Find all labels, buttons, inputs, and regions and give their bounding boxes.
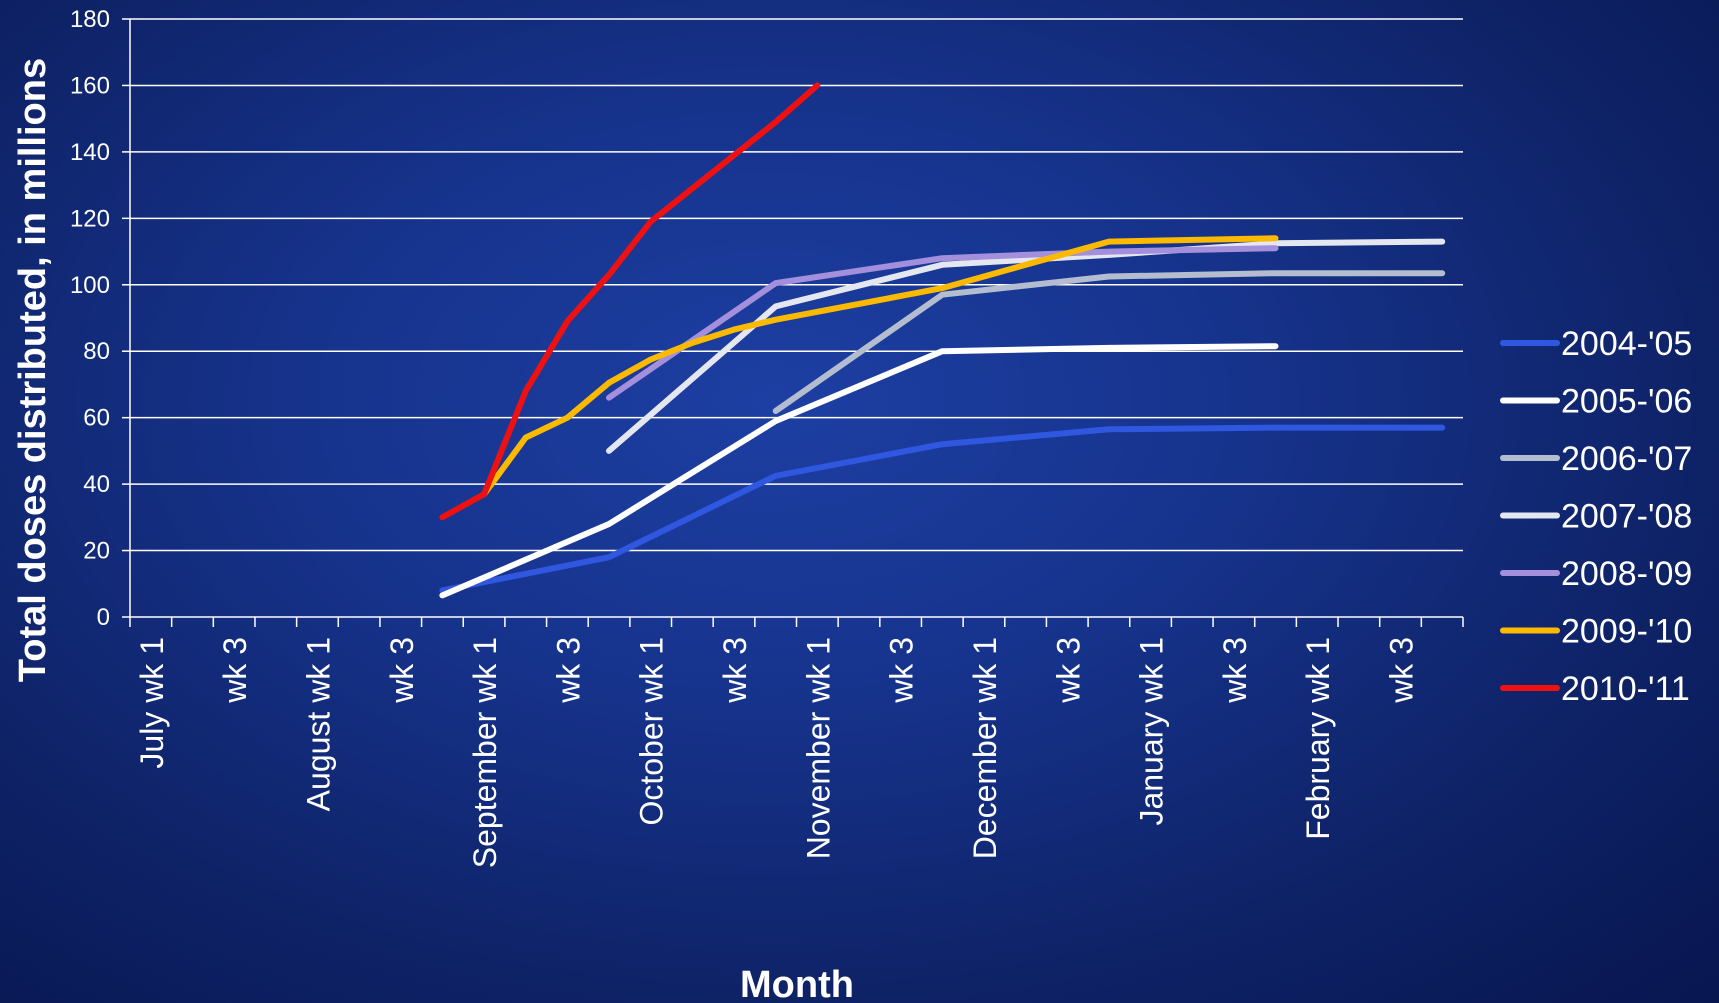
series-line-2005-06 xyxy=(439,343,1279,599)
x-tick-label: October wk 1 xyxy=(634,637,670,826)
legend-item: 2006-'07 xyxy=(1500,440,1692,478)
legend-label: 2007-'08 xyxy=(1561,498,1692,536)
y-tick-label: 0 xyxy=(97,604,110,631)
series-line-2007-08 xyxy=(606,238,1446,454)
legend-label: 2010-'11 xyxy=(1561,670,1690,708)
legend-item: 2010-'11 xyxy=(1500,670,1690,708)
y-tick-label: 160 xyxy=(70,72,110,99)
series-line-2006-07 xyxy=(772,270,1446,414)
x-axis-ticks: July wk 1 wk 3 August wk 1 wk 3 September wk… xyxy=(129,617,1464,868)
x-tick-label: wk 3 xyxy=(884,637,920,704)
x-tick-label: January wk 1 xyxy=(1134,637,1170,826)
series-lines xyxy=(439,82,1446,599)
y-tick-label: 140 xyxy=(70,139,110,166)
y-axis-title: Total doses distributed, in millions xyxy=(12,58,54,682)
legend-item: 2008-'09 xyxy=(1500,555,1692,593)
x-tick-label: November wk 1 xyxy=(800,637,836,859)
x-axis-title: Month xyxy=(740,964,854,1003)
gridlines xyxy=(130,18,1463,552)
y-tick-label: 80 xyxy=(83,338,110,365)
x-tick-label: September wk 1 xyxy=(467,637,503,868)
legend-label: 2008-'09 xyxy=(1561,555,1692,593)
legend-label: 2006-'07 xyxy=(1561,440,1692,478)
x-tick-label: wk 3 xyxy=(384,637,420,704)
legend-label: 2009-'10 xyxy=(1561,613,1692,651)
series-line-2009-10 xyxy=(481,235,1279,498)
legend: 2004-'05 2005-'06 2006-'07 2007-'08 2008-'09… xyxy=(1500,325,1692,708)
series-line-2004-05 xyxy=(439,424,1446,594)
x-tick-label: wk 3 xyxy=(1217,637,1253,704)
legend-item: 2004-'05 xyxy=(1500,325,1692,363)
y-tick-label: 60 xyxy=(83,405,110,432)
x-tick-label: wk 3 xyxy=(717,637,753,704)
legend-label: 2005-'06 xyxy=(1561,383,1692,421)
y-tick-label: 40 xyxy=(83,471,110,498)
x-tick-label: July wk 1 xyxy=(134,637,170,769)
series-line-2010-11 xyxy=(439,82,821,521)
x-tick-label: August wk 1 xyxy=(300,637,336,811)
y-tick-label: 180 xyxy=(70,6,110,33)
x-tick-label: wk 3 xyxy=(217,637,253,704)
series-line-2008-09 xyxy=(606,245,1279,401)
y-axis-ticks: 0 20 40 60 80 100 120 140 160 180 xyxy=(70,6,130,631)
x-tick-label: wk 3 xyxy=(1384,637,1420,704)
legend-item: 2005-'06 xyxy=(1500,383,1692,421)
x-tick-label: wk 3 xyxy=(550,637,586,704)
x-tick-label: December wk 1 xyxy=(967,637,1003,859)
y-tick-label: 100 xyxy=(70,272,110,299)
legend-label: 2004-'05 xyxy=(1561,325,1692,363)
y-tick-label: 20 xyxy=(83,538,110,565)
y-tick-label: 120 xyxy=(70,205,110,232)
x-tick-label: February wk 1 xyxy=(1300,637,1336,840)
legend-item: 2009-'10 xyxy=(1500,613,1692,651)
legend-item: 2007-'08 xyxy=(1500,498,1692,536)
x-tick-label: wk 3 xyxy=(1050,637,1086,704)
